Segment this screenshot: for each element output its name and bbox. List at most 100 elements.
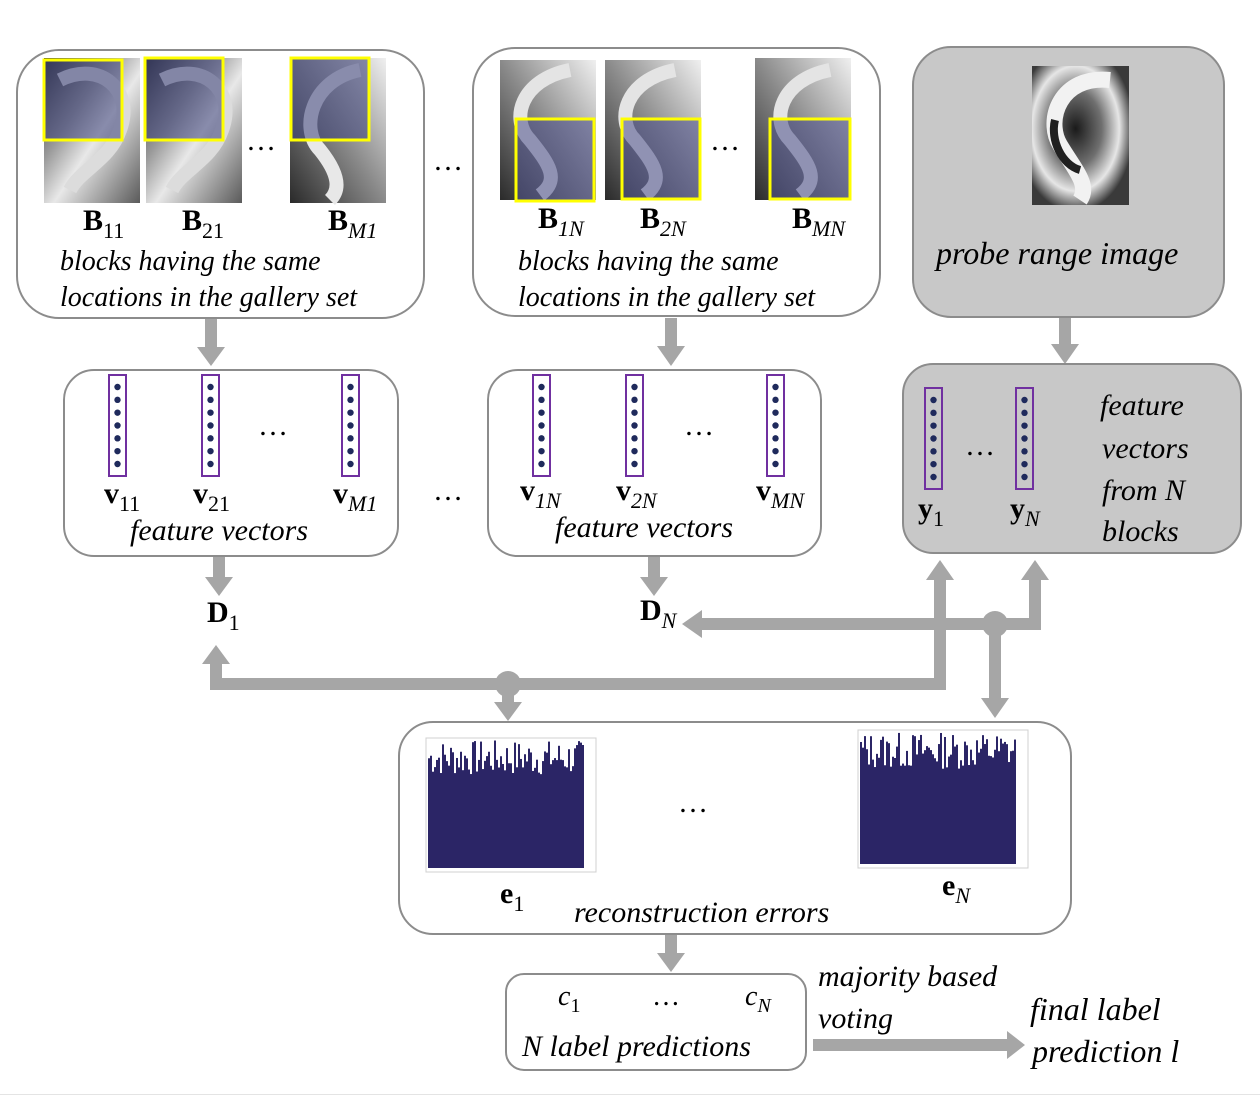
- block-label-B1N: B1N: [538, 202, 585, 241]
- histogram-bar: [894, 757, 896, 864]
- voting-text-line2: voting: [818, 1002, 893, 1035]
- histogram-bar: [556, 760, 558, 868]
- vector-dot: [631, 435, 638, 442]
- vector-dot: [631, 396, 638, 404]
- probe-feature-caption-line1: feature: [1100, 389, 1184, 422]
- vector-dot: [347, 396, 354, 404]
- histogram-bar: [436, 759, 438, 868]
- histogram-bar: [542, 761, 544, 868]
- histogram-bar: [538, 772, 540, 868]
- vector-dot: [538, 422, 545, 429]
- histogram-bar: [886, 741, 888, 864]
- histogram-bar: [1010, 751, 1012, 864]
- histogram-bar: [952, 735, 954, 864]
- histogram-bar: [938, 744, 940, 864]
- histogram-bar: [960, 760, 962, 864]
- vector-label-vMN: vMN: [756, 474, 805, 513]
- histogram-bar: [898, 732, 900, 864]
- histogram-bar: [522, 767, 524, 868]
- histogram-bar: [514, 742, 516, 868]
- histogram-bar: [994, 749, 996, 864]
- histogram-bar: [868, 764, 870, 864]
- histogram-bar: [992, 757, 994, 864]
- feature-vector-v11: [108, 374, 127, 477]
- histogram-bar: [488, 751, 490, 868]
- vector-dot: [772, 396, 779, 404]
- gallery-N-ellipsis: …: [710, 124, 740, 157]
- vector-dot: [347, 422, 354, 429]
- histogram-bar: [874, 767, 876, 864]
- histogram-frame: [857, 729, 1029, 869]
- histogram-bar: [998, 751, 1000, 864]
- histogram-bar: [438, 757, 440, 868]
- histogram-bar: [580, 742, 582, 868]
- vector-dot: [1021, 473, 1028, 481]
- histogram-bar: [508, 763, 510, 868]
- gallery-1-caption-line2: locations in the gallery set: [60, 282, 358, 313]
- histogram-bar: [500, 756, 502, 868]
- histogram-bar: [442, 744, 444, 868]
- prediction-label-c1: c1: [558, 981, 580, 1017]
- vector-dot: [930, 448, 937, 455]
- histogram-bar: [530, 752, 532, 868]
- histogram-bar: [558, 745, 560, 868]
- bottom-divider: [0, 1094, 1260, 1095]
- histogram-bar: [906, 750, 908, 864]
- histogram-bar: [576, 745, 578, 868]
- vector-frame: [625, 374, 644, 477]
- feature-N-ellipsis: …: [684, 409, 714, 442]
- histogram-bar: [478, 759, 480, 868]
- histogram-bar: [932, 754, 934, 864]
- errors-ellipsis: …: [678, 786, 708, 819]
- histogram-bar: [504, 770, 506, 868]
- vector-frame: [766, 374, 785, 477]
- feature-vector-v21: [201, 374, 220, 477]
- histogram-bar: [880, 739, 882, 864]
- histogram-bar: [888, 743, 890, 864]
- vector-label-vM1: vM1: [333, 477, 377, 516]
- vector-dot: [1021, 460, 1028, 468]
- histogram-bar: [494, 740, 496, 868]
- histogram-bar: [430, 755, 432, 868]
- vector-dot: [772, 435, 779, 442]
- histogram-bar: [470, 774, 472, 868]
- histogram-bar: [964, 741, 966, 864]
- errors-caption: reconstruction errors: [574, 896, 829, 929]
- histogram-bar: [860, 741, 862, 864]
- vector-dot: [1021, 409, 1028, 417]
- histogram-bar: [506, 748, 508, 868]
- vector-frame: [532, 374, 551, 477]
- histogram-bar: [944, 736, 946, 864]
- histogram-bar: [496, 759, 498, 868]
- histogram-bar: [958, 768, 960, 864]
- predictions-caption: N label predictions: [521, 1030, 751, 1063]
- vector-dot: [1021, 422, 1028, 429]
- histogram-bar: [904, 765, 906, 864]
- histogram-bar: [460, 751, 462, 868]
- vector-dot: [631, 460, 638, 468]
- vector-dot: [538, 447, 545, 455]
- histogram-bar: [948, 756, 950, 864]
- histogram-bar: [528, 748, 530, 868]
- vector-dot: [538, 383, 545, 391]
- histogram-bar: [870, 736, 872, 864]
- arrow-voting-to-final: [813, 1031, 1025, 1059]
- histogram-bar: [562, 760, 564, 868]
- vector-frame: [1015, 387, 1034, 490]
- ear-block-image-2N: [605, 60, 702, 201]
- vector-frame: [341, 374, 360, 477]
- histogram-bar: [908, 765, 910, 864]
- ear-block-image-M1: [289, 56, 386, 205]
- histogram-bar: [936, 761, 938, 864]
- histogram-bar: [574, 748, 576, 868]
- histogram-bar: [502, 763, 504, 868]
- vector-label-y1: y1: [918, 492, 944, 531]
- gallery-panel-N: … B1N B2N BMN blocks having the same loc…: [472, 47, 881, 317]
- block-label-B2N: B2N: [640, 202, 687, 241]
- vector-label-v2N: v2N: [616, 474, 658, 513]
- histogram-bar: [882, 736, 884, 864]
- histogram-bar: [578, 741, 580, 868]
- histogram-bar: [970, 749, 972, 864]
- arrow-galleryN-to-featuresN: [657, 318, 685, 366]
- histogram-bar: [918, 740, 920, 864]
